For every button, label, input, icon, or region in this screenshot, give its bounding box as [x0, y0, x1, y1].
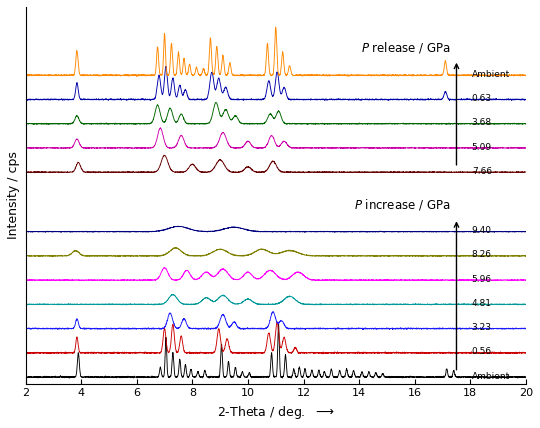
- Text: $P$ increase / GPa: $P$ increase / GPa: [354, 197, 451, 212]
- Text: 3.23: 3.23: [472, 323, 492, 332]
- Text: 9.40: 9.40: [472, 226, 492, 235]
- Text: Ambient: Ambient: [472, 372, 510, 380]
- Text: 0.63: 0.63: [472, 94, 492, 103]
- Text: 5.09: 5.09: [472, 143, 492, 152]
- Text: 8.26: 8.26: [472, 250, 492, 259]
- Text: $P$ release / GPa: $P$ release / GPa: [361, 39, 451, 54]
- Text: Ambient: Ambient: [472, 70, 510, 79]
- Text: 7.66: 7.66: [472, 167, 492, 176]
- Text: 0.56: 0.56: [472, 348, 492, 357]
- X-axis label: 2-Theta / deg.  $\longrightarrow$: 2-Theta / deg. $\longrightarrow$: [217, 404, 335, 421]
- Y-axis label: Intensity / cps: Intensity / cps: [7, 152, 20, 239]
- Text: 3.68: 3.68: [472, 118, 492, 127]
- Text: 4.81: 4.81: [472, 299, 492, 308]
- Text: 5.96: 5.96: [472, 275, 492, 284]
